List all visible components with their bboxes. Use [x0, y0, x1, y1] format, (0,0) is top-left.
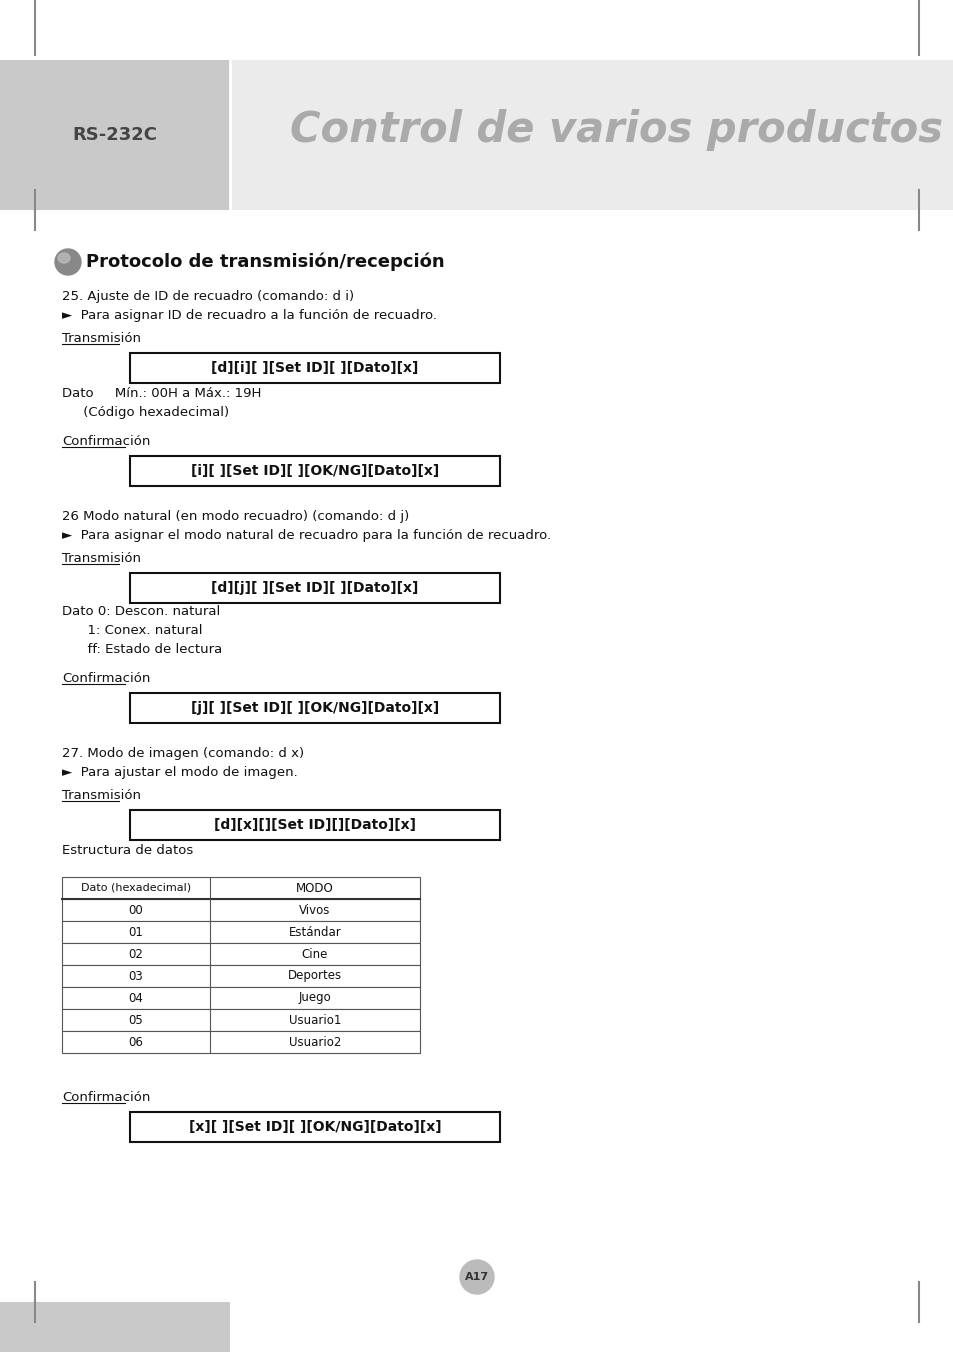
Text: MODO: MODO — [295, 882, 334, 895]
Text: ►  Para asignar ID de recuadro a la función de recuadro.: ► Para asignar ID de recuadro a la funci… — [62, 310, 436, 322]
Bar — [130, 810, 499, 840]
Text: ►  Para ajustar el modo de imagen.: ► Para ajustar el modo de imagen. — [62, 767, 297, 779]
Bar — [62, 1032, 419, 1053]
Bar — [0, 0, 953, 59]
Bar — [62, 1009, 419, 1032]
Bar — [130, 1111, 499, 1142]
Bar — [62, 921, 419, 942]
Text: Dato (hexadecimal): Dato (hexadecimal) — [81, 883, 191, 894]
Text: Transmisión: Transmisión — [62, 552, 141, 565]
Text: Vivos: Vivos — [299, 903, 331, 917]
Text: [j][ ][Set ID][ ][OK/NG][Dato][x]: [j][ ][Set ID][ ][OK/NG][Dato][x] — [191, 700, 438, 715]
Text: 27. Modo de imagen (comando: d x): 27. Modo de imagen (comando: d x) — [62, 748, 304, 760]
Text: Juego: Juego — [298, 991, 331, 1005]
Text: [x][ ][Set ID][ ][OK/NG][Dato][x]: [x][ ][Set ID][ ][OK/NG][Dato][x] — [189, 1119, 441, 1134]
Bar — [0, 59, 230, 210]
Bar — [130, 353, 499, 383]
Text: ►  Para asignar el modo natural de recuadro para la función de recuadro.: ► Para asignar el modo natural de recuad… — [62, 529, 551, 542]
Text: Estructura de datos: Estructura de datos — [62, 844, 193, 857]
Text: [d][j][ ][Set ID][ ][Dato][x]: [d][j][ ][Set ID][ ][Dato][x] — [212, 581, 418, 595]
Text: [d][i][ ][Set ID][ ][Dato][x]: [d][i][ ][Set ID][ ][Dato][x] — [212, 361, 418, 375]
Text: Transmisión: Transmisión — [62, 790, 141, 802]
Text: Dato     Mín.: 00H a Máx.: 19H: Dato Mín.: 00H a Máx.: 19H — [62, 387, 261, 400]
Text: 25. Ajuste de ID de recuadro (comando: d i): 25. Ajuste de ID de recuadro (comando: d… — [62, 289, 354, 303]
Bar — [130, 573, 499, 603]
Bar — [62, 965, 419, 987]
Text: Confirmación: Confirmación — [62, 435, 151, 448]
Ellipse shape — [55, 249, 81, 274]
Circle shape — [459, 1260, 494, 1294]
Bar — [35, 210, 918, 1302]
Text: Usuario1: Usuario1 — [289, 1014, 341, 1026]
Bar — [230, 59, 953, 210]
Text: ff: Estado de lectura: ff: Estado de lectura — [62, 644, 222, 656]
Bar — [130, 456, 499, 485]
Ellipse shape — [58, 253, 70, 264]
Text: Transmisión: Transmisión — [62, 333, 141, 345]
Bar — [62, 987, 419, 1009]
Text: Cine: Cine — [301, 948, 328, 960]
Text: Deportes: Deportes — [288, 969, 342, 983]
Bar — [0, 1302, 953, 1352]
Bar — [62, 899, 419, 921]
Text: 03: 03 — [129, 969, 143, 983]
Text: 05: 05 — [129, 1014, 143, 1026]
Text: 04: 04 — [129, 991, 143, 1005]
Text: 06: 06 — [129, 1036, 143, 1049]
Text: Dato 0: Descon. natural: Dato 0: Descon. natural — [62, 604, 220, 618]
Bar — [130, 694, 499, 723]
Text: 00: 00 — [129, 903, 143, 917]
Bar — [62, 942, 419, 965]
Text: Confirmación: Confirmación — [62, 672, 151, 685]
Text: 01: 01 — [129, 926, 143, 938]
Bar — [0, 1302, 230, 1352]
Text: Control de varios productos: Control de varios productos — [290, 110, 942, 151]
Text: 26 Modo natural (en modo recuadro) (comando: d j): 26 Modo natural (en modo recuadro) (coma… — [62, 510, 409, 523]
Text: [d][x][][Set ID][][Dato][x]: [d][x][][Set ID][][Dato][x] — [213, 818, 416, 831]
Text: (Código hexadecimal): (Código hexadecimal) — [62, 406, 229, 419]
Text: Estándar: Estándar — [289, 926, 341, 938]
Text: Protocolo de transmisión/recepción: Protocolo de transmisión/recepción — [86, 253, 444, 272]
Text: 02: 02 — [129, 948, 143, 960]
Text: Confirmación: Confirmación — [62, 1091, 151, 1105]
Text: Usuario2: Usuario2 — [289, 1036, 341, 1049]
Text: [i][ ][Set ID][ ][OK/NG][Dato][x]: [i][ ][Set ID][ ][OK/NG][Dato][x] — [191, 464, 438, 479]
Bar — [62, 877, 419, 899]
Text: 1: Conex. natural: 1: Conex. natural — [62, 625, 202, 637]
Text: RS-232C: RS-232C — [72, 126, 157, 145]
Text: A17: A17 — [464, 1272, 489, 1282]
